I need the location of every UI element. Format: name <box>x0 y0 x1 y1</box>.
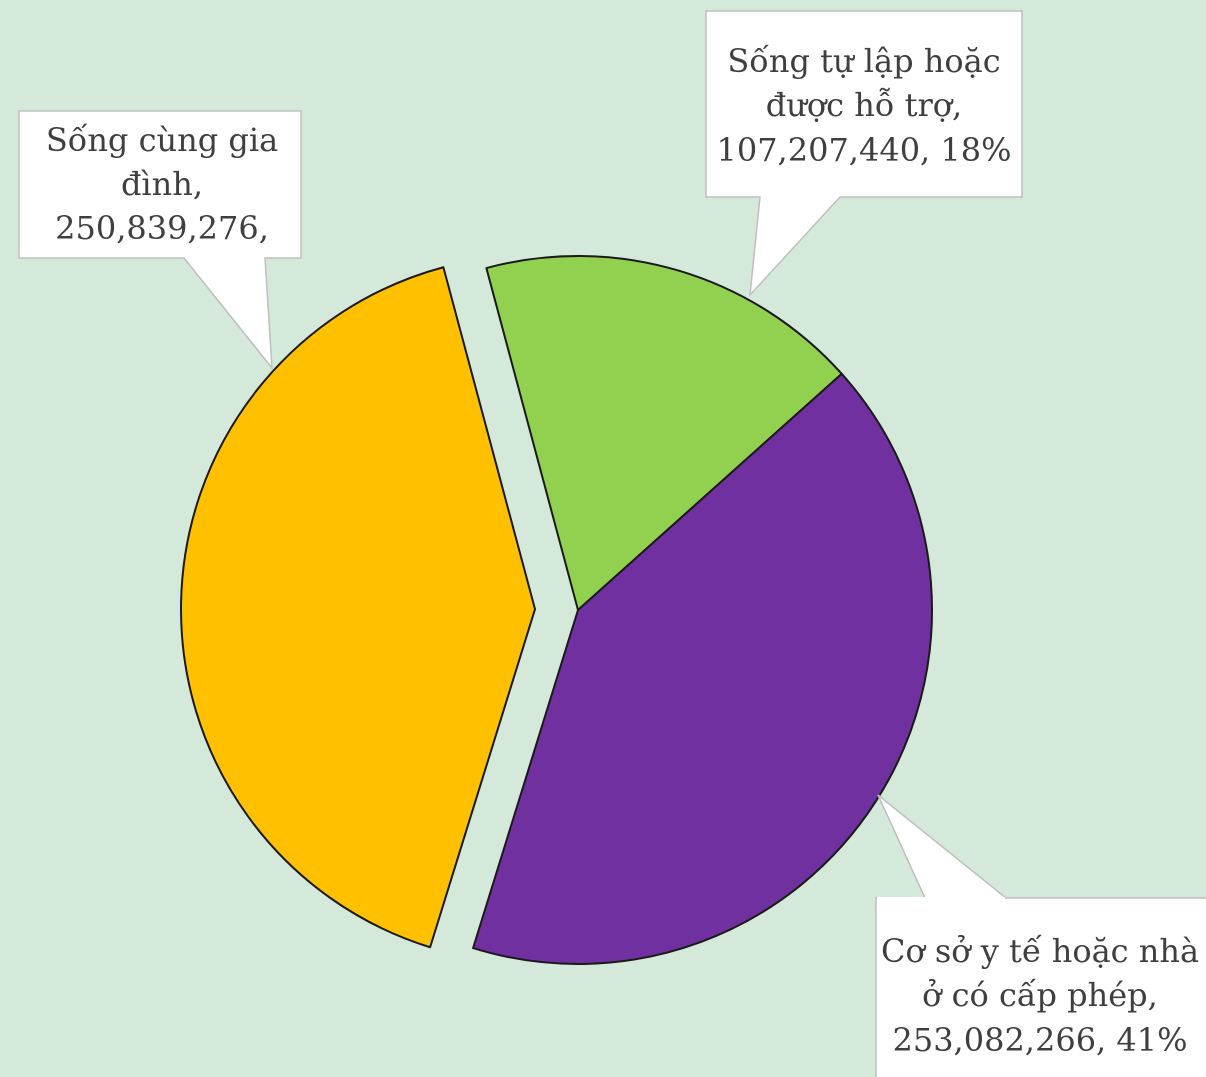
callout-value: 107,207,440, 18% <box>716 131 1011 169</box>
callout-living-with-family: Sống cùng gia đình, 250,839,276, <box>18 110 302 371</box>
callout-value: 250,839,276, <box>55 209 269 247</box>
callout-box <box>876 794 1009 899</box>
callout-label: đình, <box>121 165 203 203</box>
slice-independent-living <box>485 255 843 611</box>
pie-slices <box>180 255 933 965</box>
callout-box <box>18 110 302 371</box>
callout-label: Sống cùng gia <box>46 121 278 159</box>
callout-label: Cơ sở y tế hoặc nhà <box>881 932 1199 970</box>
slice-licensed-facility <box>472 372 933 965</box>
slice-living-with-family <box>180 266 537 949</box>
callout-stroke-cover <box>877 897 1005 900</box>
callout-label: Sống tự lập hoặc <box>727 42 1000 80</box>
callout-box <box>875 897 1206 1077</box>
callout-label: được hỗ trợ, <box>766 86 962 124</box>
callout-independent-living: Sống tự lập hoặc được hỗ trợ, 107,207,44… <box>705 10 1023 298</box>
callout-label: ở có cấp phép, <box>922 976 1158 1014</box>
callout-value: 253,082,266, 41% <box>892 1021 1187 1059</box>
callout-licensed-facility: Cơ sở y tế hoặc nhà ở có cấp phép, 253,0… <box>875 794 1206 1077</box>
callout-box <box>705 10 1023 298</box>
